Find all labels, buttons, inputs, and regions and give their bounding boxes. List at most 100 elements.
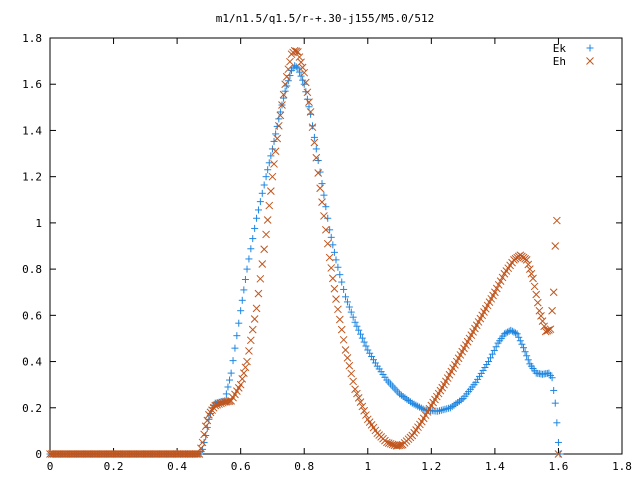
data-point <box>521 348 529 356</box>
data-point <box>472 378 480 386</box>
data-point <box>327 233 335 241</box>
data-point <box>303 95 311 103</box>
data-point <box>237 307 245 315</box>
series-ek <box>46 62 564 458</box>
legend-marker-ek <box>586 44 594 52</box>
data-point <box>306 108 315 116</box>
data-point <box>263 216 272 224</box>
data-point <box>537 312 545 320</box>
data-point <box>226 376 234 384</box>
data-point <box>264 166 272 174</box>
data-point <box>246 336 255 345</box>
data-point <box>254 289 263 298</box>
data-point <box>479 366 487 374</box>
data-point <box>530 282 539 291</box>
data-point <box>354 394 363 402</box>
data-point <box>340 285 348 293</box>
data-point <box>292 47 301 56</box>
x-tick-label: 1.4 <box>485 460 505 473</box>
data-point <box>496 277 505 285</box>
data-point <box>280 94 288 102</box>
axis-frame <box>49 37 623 455</box>
data-point <box>416 403 424 411</box>
data-point <box>310 133 318 141</box>
data-point <box>554 450 563 458</box>
x-tick-label: 1.2 <box>421 460 441 473</box>
data-point <box>403 395 411 403</box>
data-point <box>527 269 536 278</box>
data-point <box>310 138 319 147</box>
data-point <box>457 396 465 404</box>
data-point <box>203 416 212 425</box>
y-tick-label: 1.6 <box>22 78 42 91</box>
data-point <box>357 330 365 338</box>
data-point <box>243 357 251 366</box>
data-point <box>548 306 556 315</box>
data-point <box>274 121 283 130</box>
data-point <box>349 313 357 321</box>
data-point <box>192 450 200 458</box>
data-point <box>349 377 358 386</box>
data-point <box>260 245 269 254</box>
x-tick-label: 0 <box>47 460 54 473</box>
data-point <box>553 419 561 427</box>
data-point <box>318 198 326 206</box>
x-tick-label: 0.4 <box>167 460 187 473</box>
data-point <box>193 450 202 458</box>
data-point <box>195 450 204 458</box>
data-point <box>327 264 336 272</box>
data-point <box>343 298 351 306</box>
data-point <box>347 308 355 316</box>
data-point <box>198 438 207 447</box>
data-point <box>248 325 257 334</box>
legend-label-ek: Ek <box>553 42 567 55</box>
data-point <box>532 290 541 299</box>
data-point <box>369 356 377 364</box>
data-point <box>545 326 553 334</box>
data-point <box>258 260 267 268</box>
x-tick-label: 0.8 <box>294 460 314 473</box>
data-point <box>396 390 404 398</box>
data-point <box>308 123 317 132</box>
data-point <box>414 402 422 410</box>
data-point <box>502 329 510 337</box>
data-point <box>490 346 498 354</box>
data-point <box>229 357 237 365</box>
data-point <box>551 399 559 407</box>
data-point <box>507 326 515 334</box>
data-point <box>279 90 288 99</box>
data-point <box>249 235 257 243</box>
data-point <box>312 153 321 162</box>
data-point <box>345 361 354 370</box>
data-point <box>245 347 253 355</box>
data-point <box>339 335 348 344</box>
data-point <box>314 156 322 164</box>
data-point <box>406 398 414 406</box>
data-point <box>551 242 560 250</box>
data-point <box>417 404 425 412</box>
data-point <box>276 108 284 116</box>
data-point <box>494 280 503 289</box>
data-point <box>278 101 286 109</box>
data-point <box>371 359 379 367</box>
data-point <box>475 372 483 380</box>
data-point <box>455 397 463 405</box>
data-point <box>360 338 368 346</box>
data-point <box>533 298 542 307</box>
data-point <box>320 191 328 199</box>
y-tick-label: 0 <box>35 448 42 461</box>
data-point <box>335 315 344 324</box>
data-point <box>253 214 261 222</box>
data-point <box>252 304 261 313</box>
data-point <box>240 286 248 294</box>
data-point <box>328 274 337 283</box>
data-point <box>323 239 332 248</box>
data-point <box>343 354 352 362</box>
data-point <box>258 189 266 197</box>
data-point <box>410 400 418 408</box>
data-point <box>360 406 368 415</box>
data-point <box>303 88 312 97</box>
data-point <box>298 63 307 72</box>
data-point <box>334 305 342 314</box>
